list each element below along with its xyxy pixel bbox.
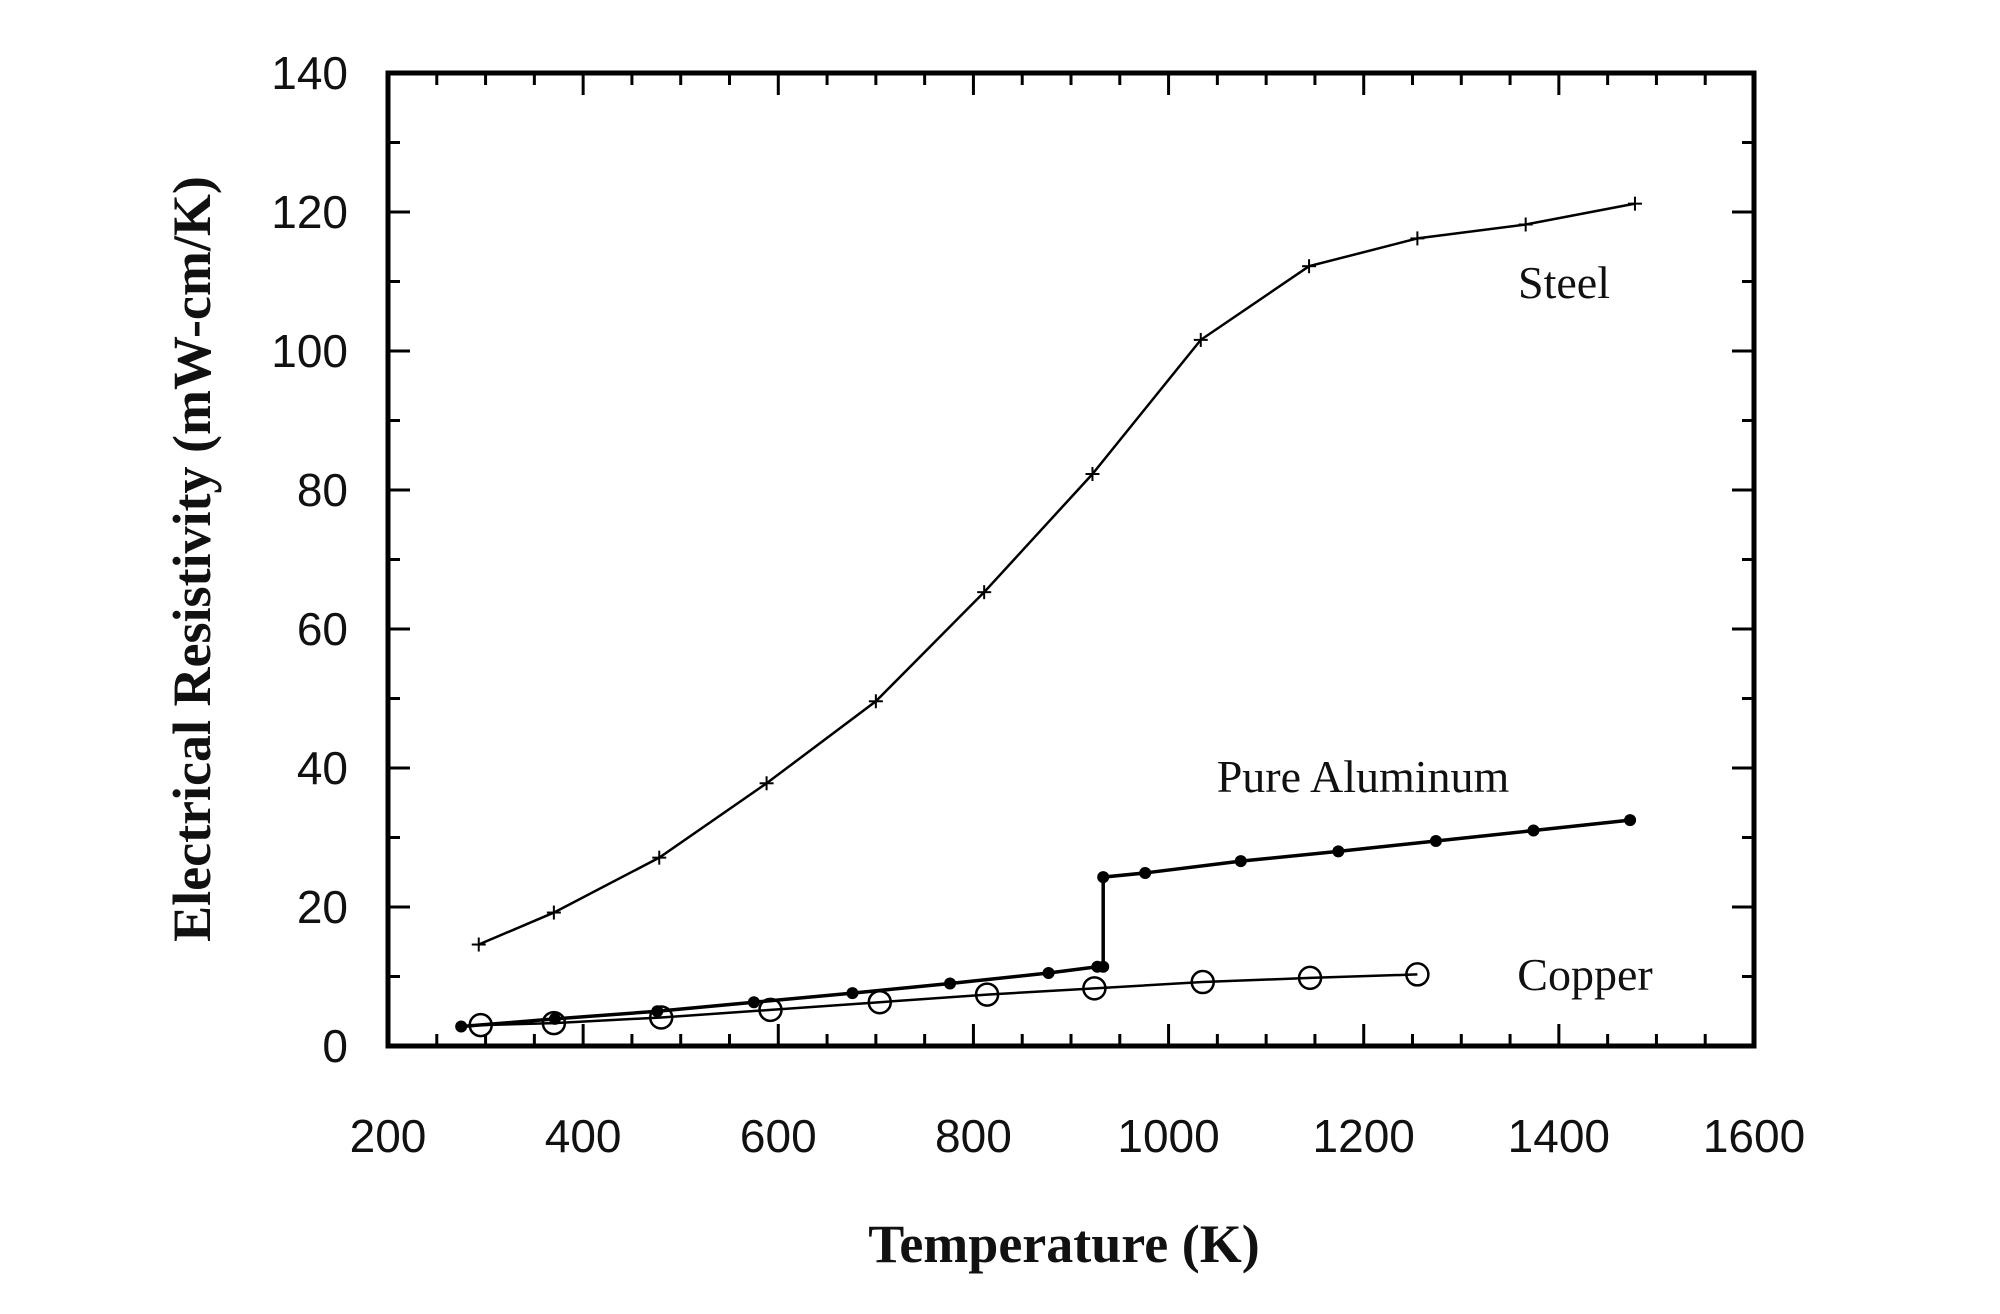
series-label-steel: Steel [1518, 257, 1610, 308]
data-point-copper [541, 1010, 567, 1036]
data-point-pure-aluminum [455, 1020, 468, 1033]
y-tick-label: 100 [271, 325, 348, 377]
y-tick-label: 80 [297, 464, 348, 516]
data-point-copper [1405, 962, 1430, 987]
data-point-pure-aluminum [747, 996, 760, 1009]
data-point-pure-aluminum [1097, 960, 1110, 973]
y-tick-label: 140 [271, 47, 348, 99]
x-tick-label: 1000 [1117, 1110, 1219, 1162]
series-label-aluminum: Pure Aluminum [1217, 751, 1510, 802]
data-point-copper [758, 997, 783, 1023]
data-point-steel [1627, 196, 1642, 211]
series-line-steel [478, 202, 1636, 946]
x-tick-label: 200 [350, 1110, 427, 1162]
data-point-copper [1190, 969, 1215, 995]
data-point-pure-aluminum [1234, 855, 1247, 868]
data-point-pure-aluminum [846, 987, 859, 1000]
plot-frame [385, 70, 1757, 1049]
data-point-steel [868, 694, 883, 709]
y-tick-label: 120 [271, 186, 348, 238]
data-point-copper [974, 982, 1000, 1007]
x-tick-label: 1200 [1313, 1110, 1415, 1162]
data-point-steel [1193, 332, 1208, 347]
data-point-steel [977, 585, 992, 600]
y-tick-label: 20 [297, 881, 348, 933]
data-point-pure-aluminum [944, 977, 957, 990]
data-point-copper [468, 1012, 493, 1038]
x-tick-label: 800 [935, 1110, 1012, 1162]
data-point-copper [1082, 976, 1107, 1001]
data-point-copper [867, 989, 893, 1015]
y-tick-label: 40 [297, 742, 348, 794]
data-point-steel [546, 905, 561, 920]
x-tick-label: 1600 [1703, 1110, 1805, 1162]
data-point-pure-aluminum [1332, 845, 1345, 858]
series-label-copper: Copper [1517, 949, 1652, 1000]
series-group [455, 196, 1642, 1038]
data-point-steel [1302, 259, 1317, 274]
data-point-pure-aluminum [1042, 967, 1055, 980]
x-tick-label: 400 [545, 1110, 622, 1162]
data-point-copper [648, 1005, 674, 1030]
tick-labels: 200 400 600 800 1000 1200 1400 1600 0 20 40 60 80 100… [271, 47, 1805, 1162]
x-tick-label: 1400 [1508, 1110, 1610, 1162]
y-tick-label: 0 [322, 1020, 348, 1072]
data-point-steel [1518, 217, 1533, 232]
data-point-pure-aluminum [1624, 814, 1637, 827]
series-line-copper [480, 973, 1418, 1027]
y-tick-label: 60 [297, 603, 348, 655]
data-point-pure-aluminum [1139, 866, 1152, 879]
series-line-pure-aluminum [461, 818, 1631, 1029]
data-point-pure-aluminum [1527, 824, 1540, 837]
data-point-steel [471, 937, 486, 952]
x-axis-title: Temperature (K) [868, 1214, 1259, 1274]
data-point-pure-aluminum [1097, 871, 1110, 884]
data-point-pure-aluminum [1429, 834, 1442, 847]
data-point-steel [1085, 467, 1100, 482]
data-point-steel [759, 776, 774, 791]
x-tick-label: 600 [740, 1110, 817, 1162]
data-point-steel [652, 850, 667, 865]
y-axis-title: Electrical Resistivity (mW-cm/K) [162, 176, 222, 942]
data-point-copper [1297, 965, 1323, 991]
data-point-steel [1410, 231, 1425, 246]
